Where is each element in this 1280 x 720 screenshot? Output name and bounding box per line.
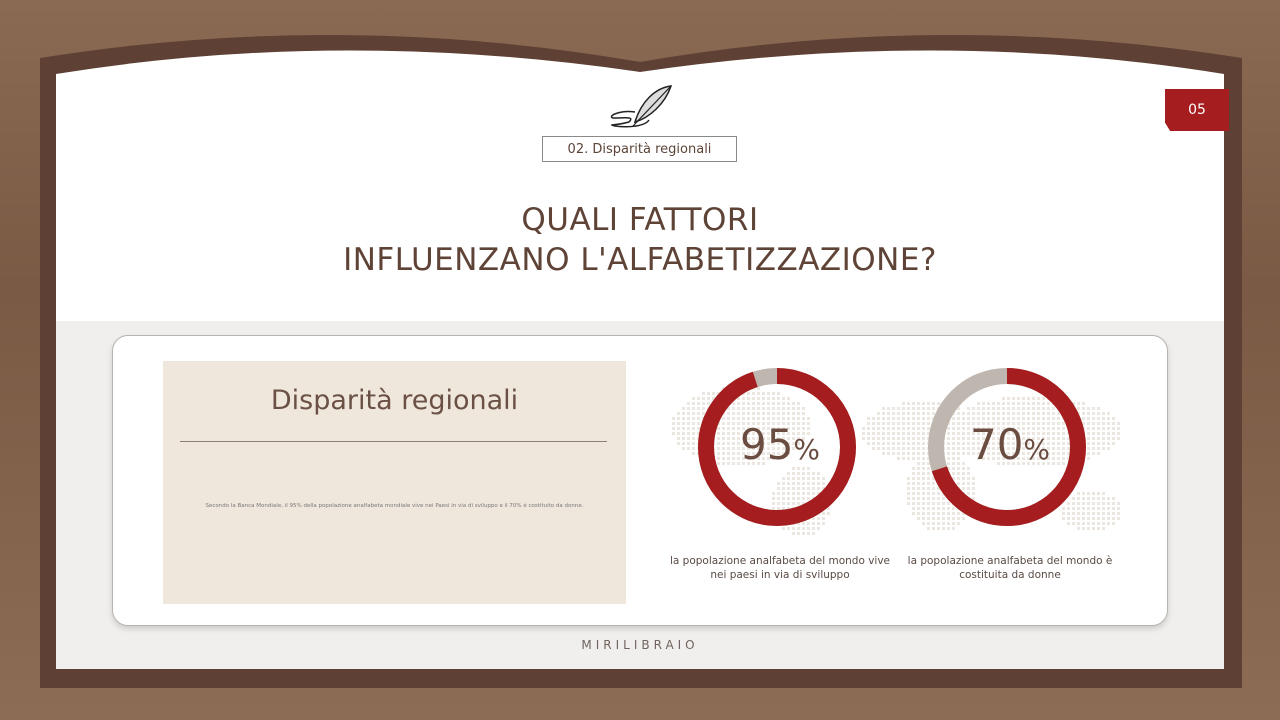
- page-title: QUALI FATTORI INFLUENZANO L'ALFABETIZZAZ…: [0, 200, 1280, 280]
- footer-brand: MIRILIBRAIO: [581, 638, 699, 652]
- info-panel: Disparità regionali Secondo la Banca Mon…: [163, 361, 626, 604]
- stat-caption-70: la popolazione analfabeta del mondo è co…: [907, 555, 1113, 581]
- stat-value-70: 70%: [969, 420, 1051, 469]
- section-tag: 02. Disparità regionali: [542, 136, 737, 162]
- world-map-dots: [672, 387, 1120, 535]
- donut-value-arc: [928, 368, 1086, 526]
- stat-caption-95: la popolazione analfabeta del mondo vive…: [669, 555, 891, 581]
- panel-heading: Disparità regionali: [270, 385, 519, 416]
- page-number-badge: 05: [1165, 89, 1229, 131]
- panel-body: Secondo la Banca Mondiale, il 95% della …: [205, 503, 584, 509]
- title-line-2: INFLUENZANO L'ALFABETIZZAZIONE?: [343, 242, 937, 278]
- quill-icon: [610, 85, 673, 128]
- donut-chart-70: [928, 368, 1086, 526]
- donut-value-arc: [698, 368, 856, 526]
- divider: [180, 441, 607, 442]
- stat-value-95: 95%: [739, 420, 821, 469]
- donut-chart-95: [698, 368, 856, 526]
- title-line-1: QUALI FATTORI: [521, 202, 759, 238]
